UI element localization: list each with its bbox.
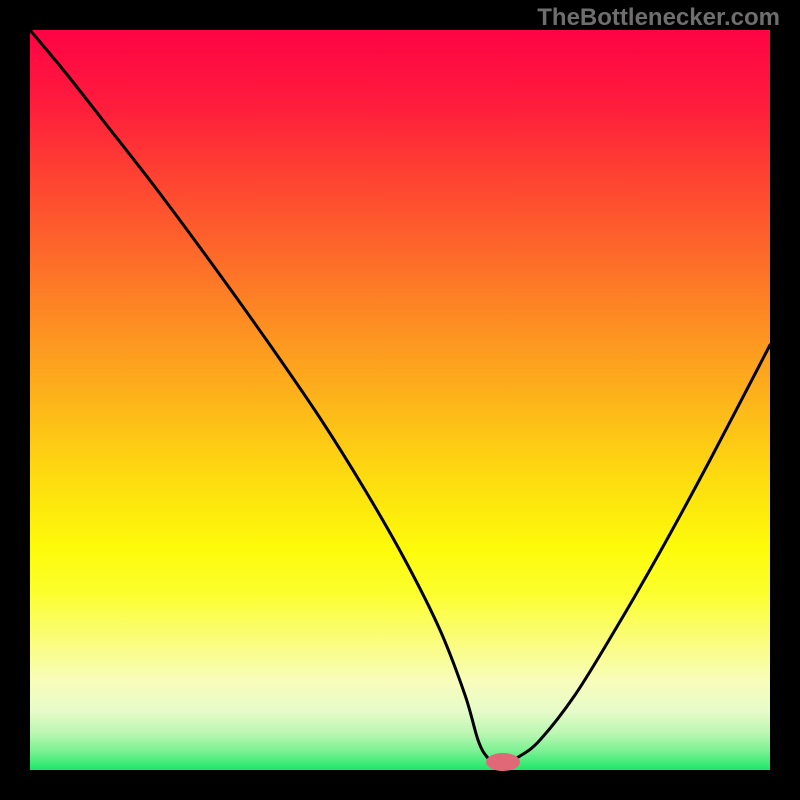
watermark-text: TheBottlenecker.com <box>537 4 780 32</box>
plot-background <box>30 30 770 770</box>
bottleneck-marker <box>486 753 520 771</box>
plot-area <box>0 0 800 800</box>
chart-container: { "image": { "width": 800, "height": 800… <box>0 0 800 800</box>
